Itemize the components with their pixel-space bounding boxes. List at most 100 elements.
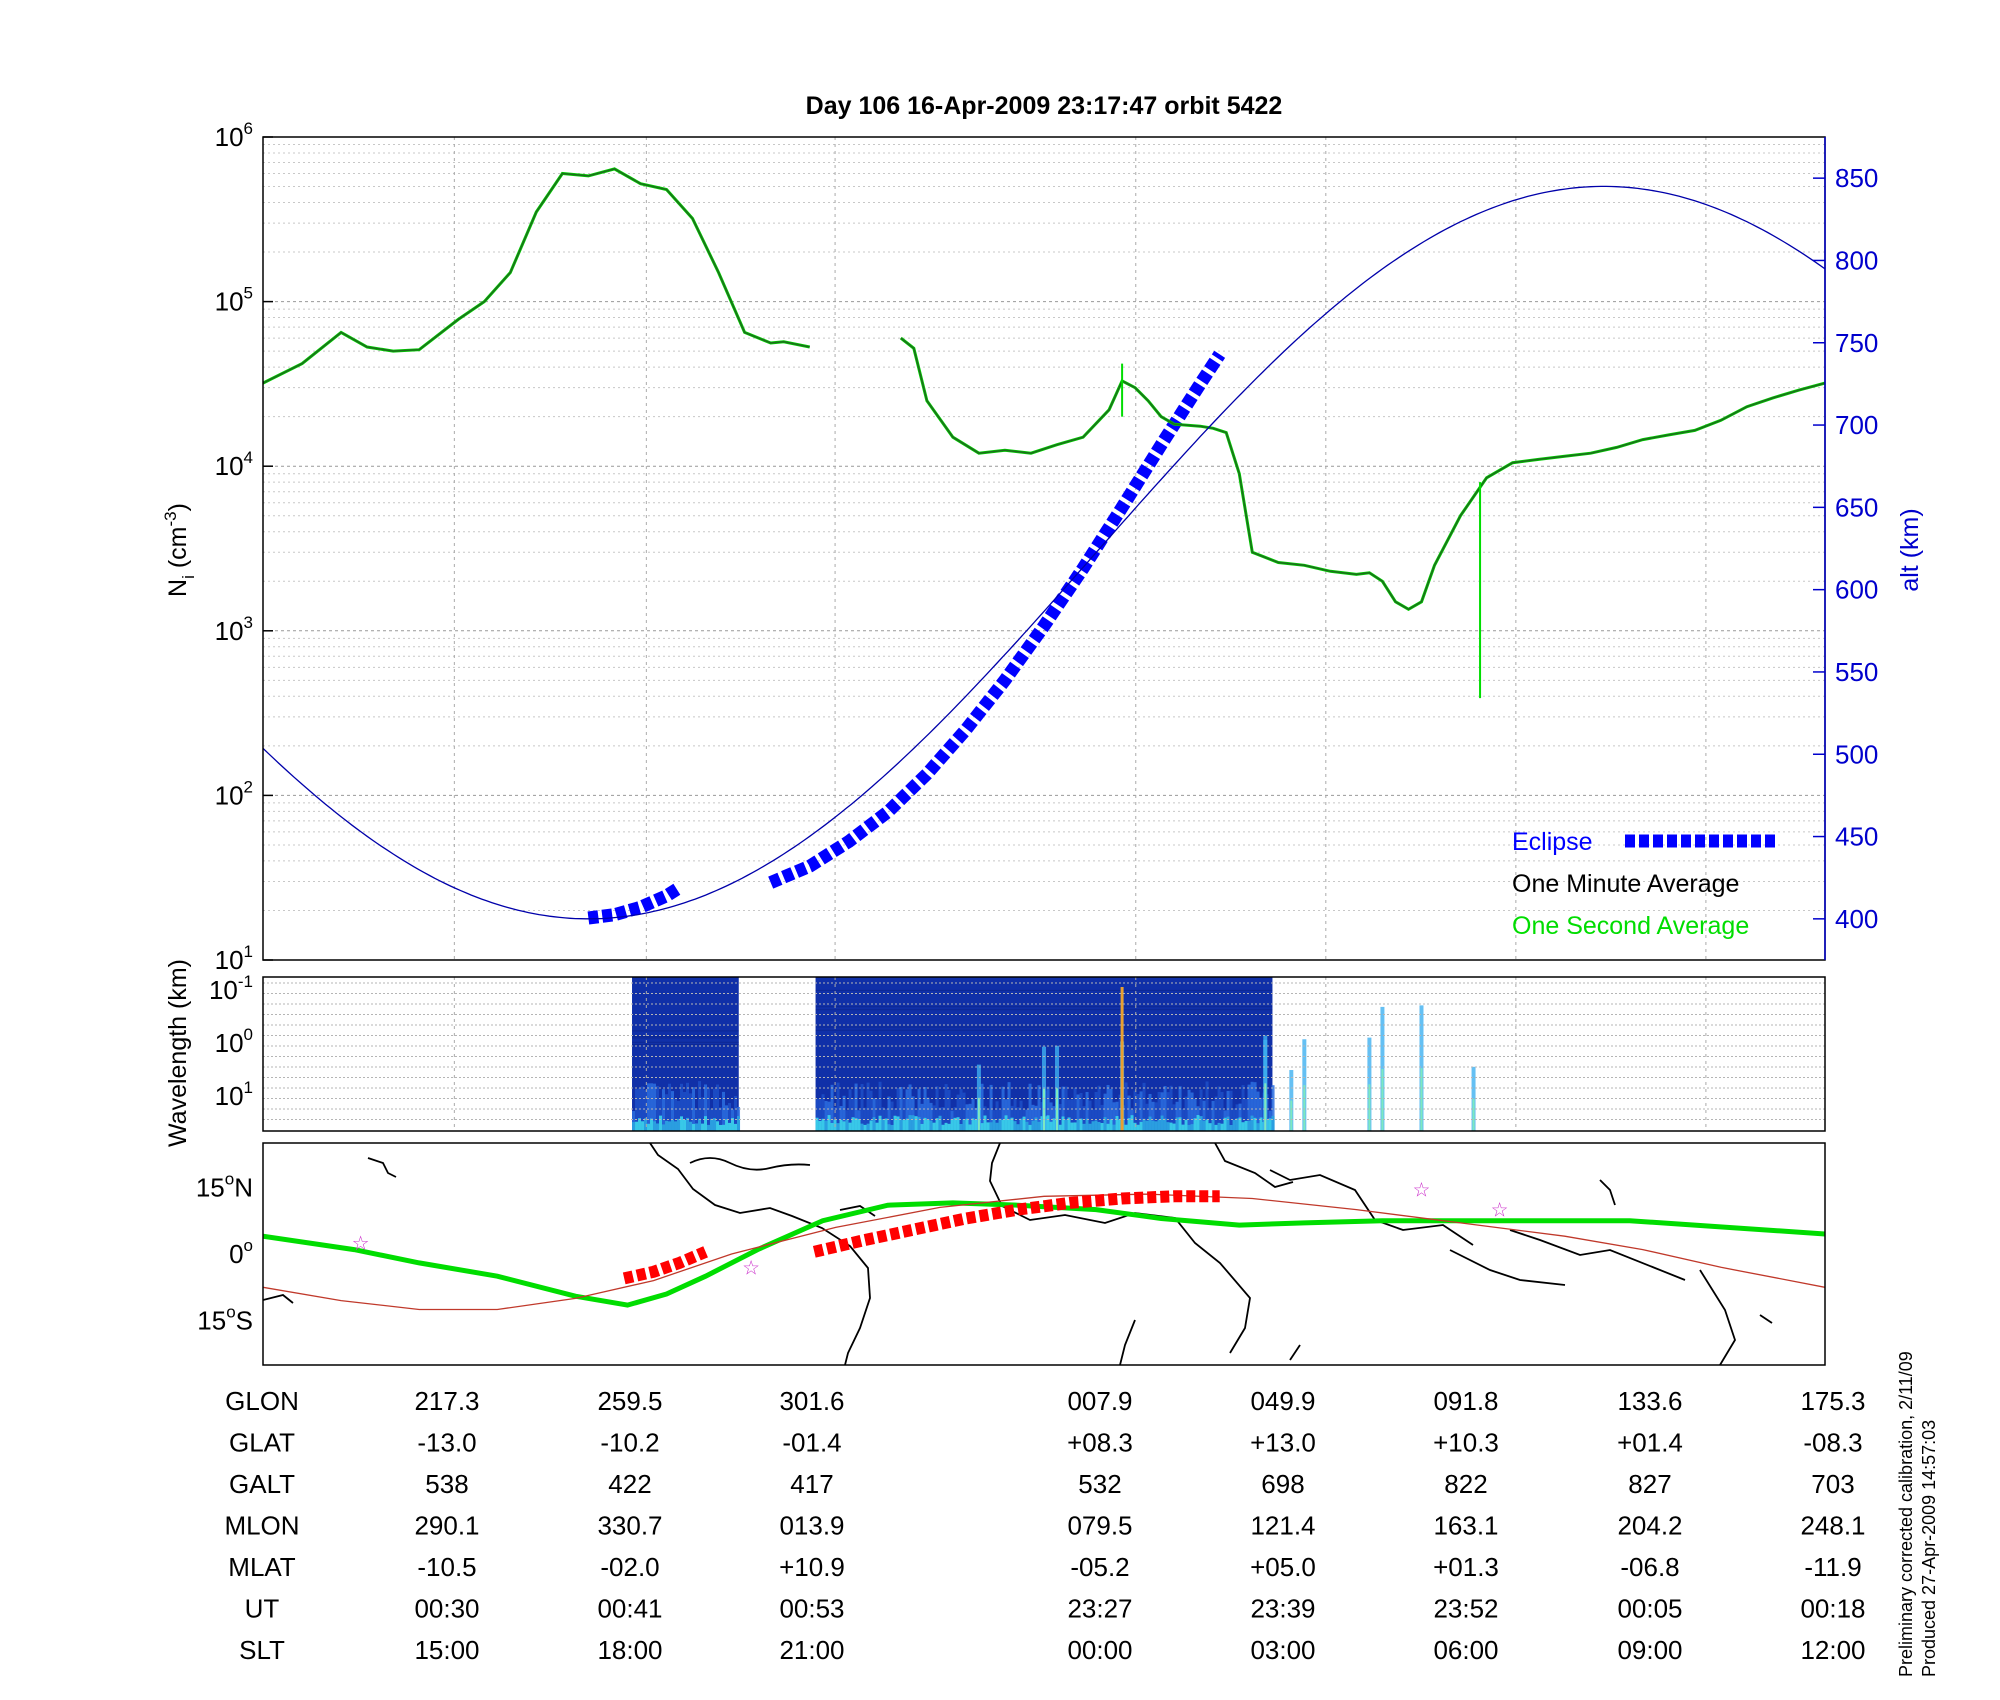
spec-col-low xyxy=(725,1119,729,1131)
spec-col-low xyxy=(677,1118,681,1131)
spec-col xyxy=(962,1092,966,1131)
spec-col xyxy=(680,1083,684,1131)
chart-title: Day 106 16-Apr-2009 23:17:47 orbit 5422 xyxy=(806,92,1283,120)
eclipse-track-segment xyxy=(622,1246,708,1285)
spec-col-low xyxy=(1115,1116,1119,1131)
lat-value: 15 xyxy=(197,1306,226,1336)
spec-tick-label: 10-1 xyxy=(209,972,253,1005)
spec-col-low xyxy=(1109,1119,1113,1131)
table-cell: 175.3 xyxy=(1800,1386,1865,1416)
spec-col-low xyxy=(1106,1123,1110,1131)
table-cell: +01.3 xyxy=(1433,1552,1499,1582)
table-cell: 06:00 xyxy=(1433,1635,1498,1665)
spec-col-low xyxy=(1085,1118,1089,1131)
spec-col-low xyxy=(1037,1121,1041,1131)
spectrogram-grid xyxy=(263,977,1825,1131)
spec-col-low xyxy=(1154,1121,1158,1131)
spec-col xyxy=(1238,1103,1242,1131)
map-tracks: ☆ ☆ ☆ ☆ xyxy=(263,1180,1825,1311)
table-cell: 013.9 xyxy=(779,1511,844,1541)
spec-col-low xyxy=(632,1122,636,1131)
coastline xyxy=(1449,1249,1566,1286)
spec-col-low xyxy=(719,1124,723,1131)
spec-col-low xyxy=(863,1124,867,1131)
spec-col-low xyxy=(638,1118,642,1131)
spec-col xyxy=(1247,1084,1251,1131)
right-tick-label: 850 xyxy=(1835,163,1878,193)
spec-col-low xyxy=(1148,1116,1152,1131)
map-coastlines xyxy=(263,1143,1773,1365)
spec-col-low xyxy=(1001,1119,1005,1131)
table-cell: 007.9 xyxy=(1067,1386,1132,1416)
spec-col xyxy=(1070,1099,1074,1131)
spec-col xyxy=(1118,1094,1122,1131)
spec-col xyxy=(920,1103,924,1131)
spec-col-low xyxy=(884,1118,888,1131)
spec-col-low xyxy=(662,1124,666,1131)
spec-col xyxy=(1028,1083,1032,1131)
right-tick-label: 550 xyxy=(1835,657,1878,687)
spec-col xyxy=(1148,1093,1152,1131)
spec-col-low xyxy=(656,1123,660,1131)
spec-col xyxy=(1100,1104,1104,1131)
spec-col-low xyxy=(998,1118,1002,1131)
spec-col xyxy=(869,1090,873,1131)
left-tick-label: 106 xyxy=(215,119,253,152)
right-axis-label: alt (km) xyxy=(1896,508,1924,591)
spec-col xyxy=(1151,1101,1155,1131)
spec-col-low xyxy=(824,1120,828,1131)
coastline xyxy=(1699,1269,1736,1365)
spec-col-low xyxy=(1139,1121,1143,1131)
table-row-label: GLAT xyxy=(229,1428,295,1458)
spec-peak-core xyxy=(1264,1083,1267,1131)
spec-col xyxy=(1025,1109,1029,1131)
spec-col-low xyxy=(641,1121,645,1131)
table-cell: 204.2 xyxy=(1617,1511,1682,1541)
spec-col xyxy=(959,1088,963,1131)
spec-col xyxy=(821,1094,825,1131)
table-cell: 09:00 xyxy=(1617,1635,1682,1665)
spec-col-low xyxy=(1091,1121,1095,1131)
spec-col-low xyxy=(1022,1116,1026,1131)
spec-col-low xyxy=(890,1124,894,1131)
spec-col-low xyxy=(728,1122,732,1131)
spec-col-low xyxy=(836,1123,840,1131)
table-cell: 03:00 xyxy=(1250,1635,1315,1665)
table-cell: -01.4 xyxy=(782,1428,841,1458)
spec-peak-core xyxy=(1381,1068,1384,1131)
legend: Eclipse One Minute Average One Second Av… xyxy=(1512,828,1778,940)
spec-col xyxy=(1232,1108,1236,1131)
spec-col-low xyxy=(1196,1115,1200,1131)
spec-col xyxy=(677,1101,681,1131)
spec-peak-core xyxy=(1472,1098,1475,1131)
spec-col-low xyxy=(995,1122,999,1131)
spec-col-low xyxy=(1214,1124,1218,1131)
table-cell: 15:00 xyxy=(414,1635,479,1665)
spec-col xyxy=(668,1083,672,1131)
footnote-produced: Produced 27-Apr-2009 14:57:03 xyxy=(1919,1420,1939,1677)
spec-col xyxy=(1190,1092,1194,1131)
spec-col-low xyxy=(1187,1124,1191,1131)
spec-col-low xyxy=(1205,1119,1209,1131)
spec-col xyxy=(692,1087,696,1131)
table-cell: 00:18 xyxy=(1800,1594,1865,1624)
spec-col-low xyxy=(1004,1115,1008,1131)
spec-col-low xyxy=(1259,1117,1263,1131)
spec-peak-core xyxy=(1303,1085,1306,1131)
spec-col-low xyxy=(1016,1124,1020,1131)
spec-col xyxy=(671,1091,675,1131)
spec-col-low xyxy=(635,1121,639,1131)
spectrogram-axis-label: Wavelength (km) xyxy=(164,959,192,1147)
spec-col-low xyxy=(1169,1122,1173,1131)
spec-col xyxy=(1097,1085,1101,1131)
table-cell: 301.6 xyxy=(779,1386,844,1416)
spec-col-low xyxy=(1256,1123,1260,1131)
table-cell: -06.8 xyxy=(1620,1552,1679,1582)
spec-col xyxy=(929,1102,933,1131)
spec-col-low xyxy=(1190,1124,1194,1131)
table-cell: -10.5 xyxy=(417,1552,476,1582)
spec-col xyxy=(1082,1106,1086,1131)
spec-col-low xyxy=(716,1121,720,1131)
spec-col xyxy=(674,1098,678,1131)
spec-col-low xyxy=(917,1117,921,1131)
